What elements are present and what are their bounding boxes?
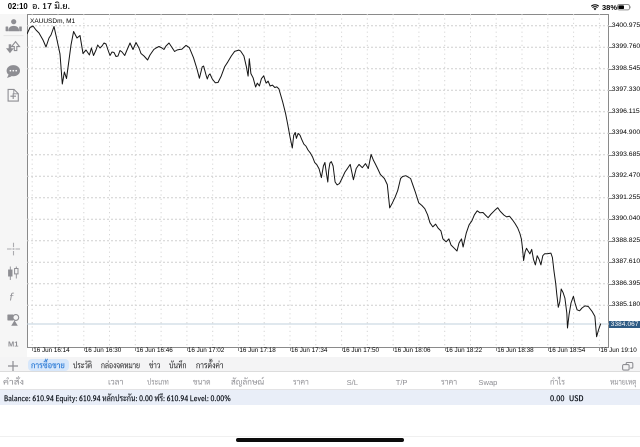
svg-text:M1: M1 [8,340,18,349]
